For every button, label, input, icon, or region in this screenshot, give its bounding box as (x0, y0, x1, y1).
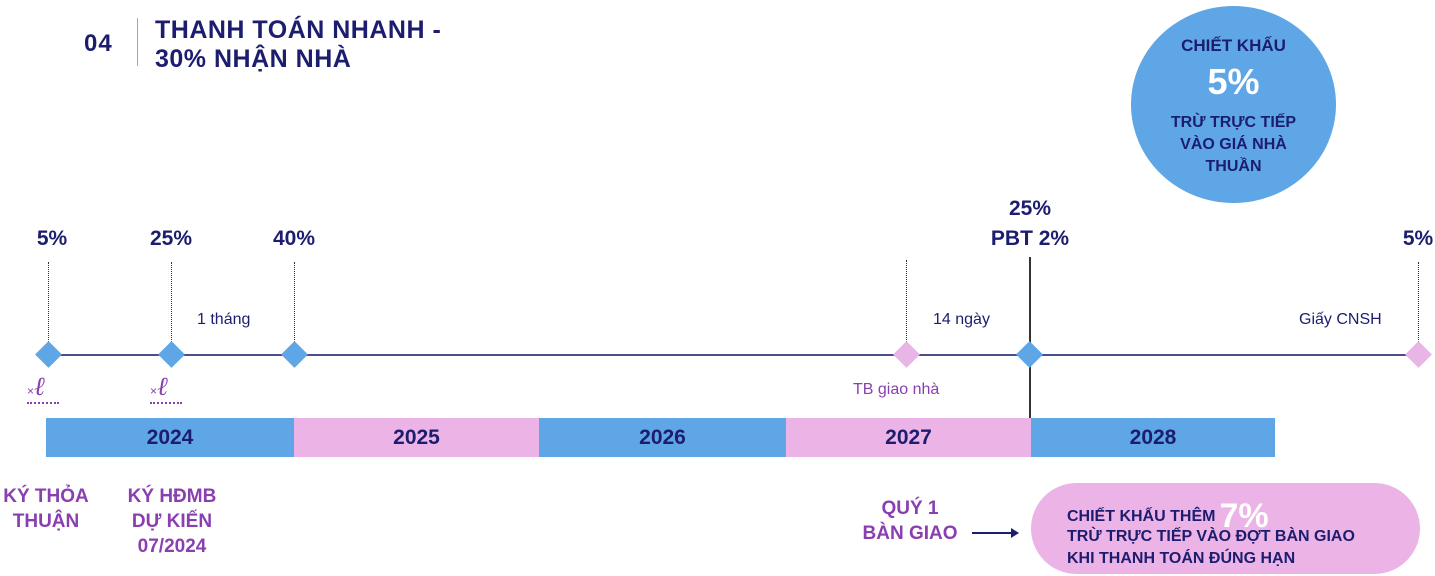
sign-agreement-line-2: THUẬN (12, 511, 80, 532)
milestone-5-percent: 5% (1402, 227, 1434, 250)
discount-circle-label: CHIẾT KHẤU (1181, 36, 1286, 55)
year-bar-2025: 2025 (294, 418, 539, 457)
sign-contract-label: KÝ HĐMB DỰ KIẾN 07/2024 (116, 484, 228, 559)
discount-circle: CHIẾT KHẤU 5% TRỪ TRỰC TIẾP VÀO GIÁ NHÀ … (1131, 6, 1336, 203)
interval-certificate: Giấy CNSH (1299, 311, 1382, 328)
extra-discount-line-3: KHI THANH TOÁN ĐÚNG HẠN (1067, 550, 1296, 567)
handover-line-2: BÀN GIAO (862, 523, 958, 544)
milestone-1-marker (35, 341, 62, 368)
signature-icon: ×ℓ (150, 372, 184, 406)
extra-discount-prefix: CHIẾT KHẤU THÊM (1067, 508, 1216, 525)
milestone-2-marker (158, 341, 185, 368)
sign-contract-line-2: DỰ KIẾN (131, 511, 213, 532)
milestone-2-percent: 25% (149, 227, 193, 250)
connector-milestone-3 (294, 262, 295, 352)
connector-milestone-5 (1418, 262, 1419, 352)
handover-label: QUÝ 1 BÀN GIAO (850, 496, 970, 546)
year-bar-2024: 2024 (46, 418, 294, 457)
handover-notice-marker (893, 341, 920, 368)
handover-line-1: QUÝ 1 (881, 498, 939, 519)
discount-circle-value: 5% (1207, 61, 1260, 102)
title-divider (137, 18, 138, 66)
milestone-3-percent: 40% (272, 227, 316, 250)
extra-discount-line-1: CHIẾT KHẤU THÊM 7% (1067, 497, 1269, 536)
milestone-1-percent: 5% (36, 227, 68, 250)
signature-icon: ×ℓ (27, 372, 61, 406)
section-title: THANH TOÁN NHANH - 30% NHẬN NHÀ (155, 16, 441, 74)
interval-one-month: 1 tháng (197, 311, 251, 328)
sign-agreement-line-1: KÝ THỎA (3, 486, 89, 507)
milestone-4-percent-line-1: 25% (1008, 197, 1052, 220)
milestone-3-marker (281, 341, 308, 368)
milestone-4-marker (1016, 341, 1043, 368)
connector-milestone-2 (171, 262, 172, 352)
extra-discount-line-2: TRỪ TRỰC TIẾP VÀO ĐỢT BÀN GIAO (1067, 528, 1355, 545)
sign-contract-line-1: KÝ HĐMB (127, 486, 217, 507)
title-line-2: 30% NHẬN NHÀ (155, 45, 352, 73)
timeline-line (48, 354, 1420, 356)
extra-discount-value: 7% (1219, 497, 1269, 535)
discount-circle-description: TRỪ TRỰC TIẾP VÀO GIÁ NHÀ THUẦN (1170, 114, 1297, 175)
interval-fourteen-days: 14 ngày (933, 311, 990, 328)
title-line-1: THANH TOÁN NHANH - (155, 16, 442, 44)
milestone-4-percent-line-2: PBT 2% (990, 227, 1070, 250)
sign-contract-line-3: 07/2024 (137, 536, 207, 557)
year-bar-2028: 2028 (1031, 418, 1275, 457)
extra-discount-pill: CHIẾT KHẤU THÊM 7% TRỪ TRỰC TIẾP VÀO ĐỢT … (1031, 483, 1420, 574)
milestone-5-marker (1405, 341, 1432, 368)
milestone-4-percent: 25% PBT 2% (960, 194, 1100, 254)
sign-agreement-label: KÝ THỎA THUẬN (0, 484, 92, 534)
arrow-right-icon (972, 529, 1019, 537)
connector-handover-notice (906, 260, 907, 352)
connector-milestone-4 (1029, 257, 1031, 418)
extra-discount-description: TRỪ TRỰC TIẾP VÀO ĐỢT BÀN GIAO KHI THANH… (1067, 526, 1355, 570)
connector-milestone-1 (48, 262, 49, 352)
year-bar-2026: 2026 (539, 418, 786, 457)
year-bar-2027: 2027 (786, 418, 1031, 457)
section-number: 04 (84, 30, 113, 57)
handover-notice-label: TB giao nhà (853, 381, 940, 398)
